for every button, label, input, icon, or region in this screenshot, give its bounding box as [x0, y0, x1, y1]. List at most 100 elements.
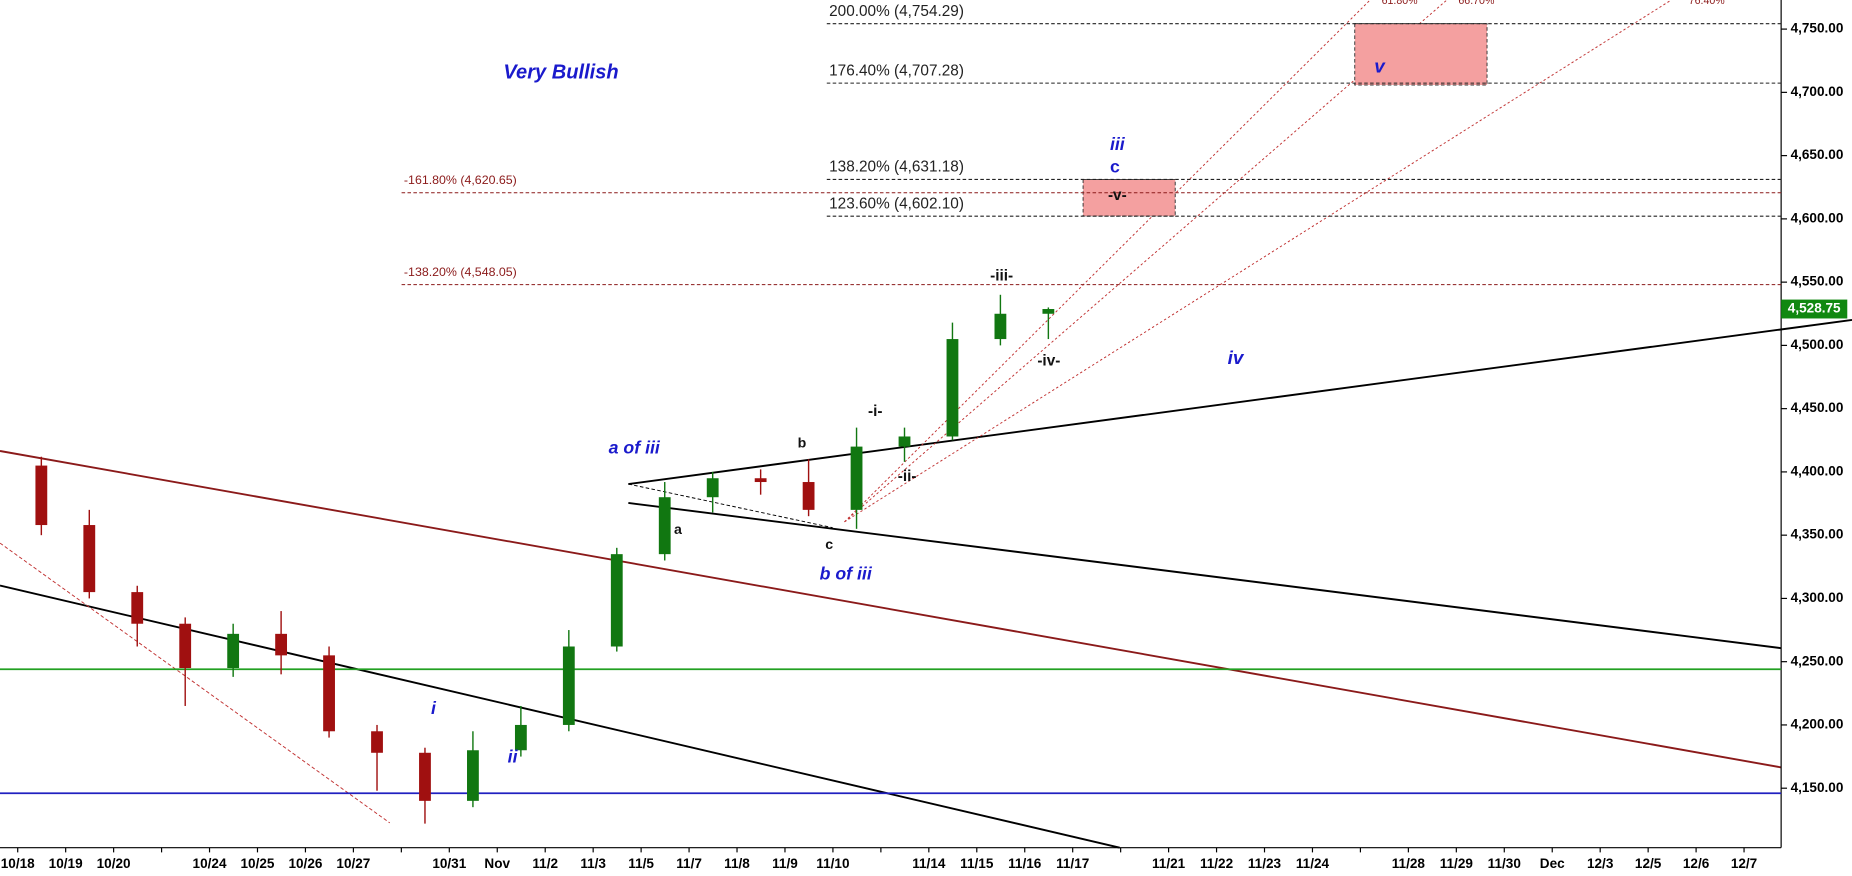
x-tick-label: 11/16: [1008, 856, 1042, 871]
wave-label: a of iii: [609, 437, 661, 457]
fib-label: -138.20% (4,548.05): [404, 265, 517, 279]
wave-label: c: [1110, 156, 1120, 176]
x-tick-label: 12/3: [1587, 856, 1614, 871]
x-tick-label: Nov: [484, 856, 510, 871]
wave-label: b of iii: [820, 564, 873, 584]
fib-label: 123.60% (4,602.10): [829, 195, 964, 212]
fan-label: 61.80%: [1382, 0, 1419, 7]
wave-label: a: [674, 522, 682, 538]
candle-body: [371, 731, 383, 753]
y-tick-label: 4,200.00: [1791, 717, 1844, 732]
x-tick-label: 11/15: [960, 856, 994, 871]
x-tick-label: 11/23: [1248, 856, 1282, 871]
x-tick-label: 11/10: [816, 856, 849, 871]
wave-label: iv: [1228, 348, 1245, 369]
candle-body: [35, 465, 48, 526]
y-tick-label: 4,550.00: [1791, 274, 1844, 289]
wave-label: -v-: [1108, 187, 1127, 204]
x-tick-label: 10/20: [97, 856, 131, 871]
fan-label: 66.70%: [1458, 0, 1495, 7]
x-tick-label: 11/22: [1200, 856, 1233, 871]
y-tick-label: 4,300.00: [1791, 590, 1844, 605]
y-tick-label: 4,650.00: [1791, 147, 1844, 162]
target-box: [1082, 178, 1176, 217]
x-tick-label: 11/3: [580, 856, 606, 871]
x-tick-label: 11/17: [1056, 856, 1089, 871]
candle-body: [227, 633, 240, 669]
trend-lines: [0, 0, 1852, 849]
candle-body: [754, 478, 767, 483]
y-tick-label: 4,500.00: [1791, 337, 1844, 352]
fan-line: [844, 0, 1672, 523]
x-tick-label: 10/19: [49, 856, 83, 871]
x-tick-label: 11/21: [1152, 856, 1186, 871]
y-tick-label: 4,250.00: [1791, 653, 1844, 668]
x-tick-label: 11/28: [1392, 856, 1426, 871]
trend-line: [0, 450, 1782, 769]
x-tick-label: 11/30: [1488, 856, 1521, 871]
fib-label: -161.80% (4,620.65): [404, 173, 517, 187]
candle-body: [131, 592, 144, 624]
y-tick-label: 4,450.00: [1791, 400, 1844, 415]
x-tick-label: 11/5: [628, 856, 654, 871]
x-tick-label: 11/24: [1296, 856, 1330, 871]
candle-body: [179, 623, 192, 669]
candle-body: [562, 646, 575, 725]
trend-line: [628, 483, 833, 529]
trend-line: [628, 319, 1852, 485]
x-tick-label: 10/25: [241, 856, 275, 871]
fib-label: 200.00% (4,754.29): [829, 3, 964, 20]
candle-body: [850, 446, 863, 510]
candle-body: [323, 655, 335, 732]
x-tick-label: 10/18: [1, 856, 35, 871]
wave-label: ii: [508, 747, 519, 767]
candle-body: [946, 339, 959, 437]
wave-label: -iv-: [1037, 352, 1060, 369]
y-tick-label: 4,700.00: [1791, 84, 1844, 99]
candle-body: [898, 436, 911, 447]
candle-body: [658, 497, 671, 555]
x-tick-label: 11/29: [1440, 856, 1474, 871]
candle-body: [514, 724, 527, 751]
trend-line: [628, 501, 1782, 650]
x-tick-label: 10/26: [288, 856, 322, 871]
y-tick-label: 4,600.00: [1791, 210, 1844, 225]
candle-body: [994, 313, 1007, 340]
x-tick-label: 11/7: [676, 856, 702, 871]
y-tick-label: 4,400.00: [1791, 463, 1844, 478]
x-tick-label: 12/7: [1731, 856, 1757, 871]
x-tick-label: 10/24: [193, 856, 227, 871]
x-tick-label: 10/31: [432, 856, 466, 871]
x-tick-label: Dec: [1540, 856, 1565, 871]
wave-label: -ii-: [898, 468, 917, 485]
fan-line: [844, 0, 1371, 523]
wave-label: c: [825, 537, 833, 553]
wave-label: i: [431, 698, 437, 718]
last-price-label: 4,528.75: [1788, 301, 1841, 316]
candle-body: [802, 482, 815, 510]
fan-line: [844, 0, 1448, 523]
last-price-tag: [1781, 299, 1848, 319]
candle-body: [1042, 309, 1055, 314]
y-tick-label: 4,350.00: [1791, 527, 1844, 542]
candle-body: [275, 633, 288, 656]
fib-label: 138.20% (4,631.18): [829, 159, 964, 176]
candle-body: [610, 554, 623, 647]
wave-label: b: [798, 436, 807, 452]
wave-label: v: [1374, 56, 1386, 77]
wave-label: -iii-: [990, 267, 1013, 284]
target-box: [1354, 23, 1488, 86]
candle-body: [467, 750, 479, 801]
wave-label: iii: [1110, 134, 1126, 154]
y-tick-label: 4,750.00: [1791, 21, 1844, 36]
candle-body: [83, 525, 96, 593]
x-tick-label: 11/9: [772, 856, 798, 871]
x-tick-label: 11/8: [724, 856, 750, 871]
x-tick-label: 12/5: [1635, 856, 1662, 871]
trend-line: [0, 542, 391, 824]
x-tick-label: 11/14: [912, 856, 946, 871]
candle-body: [419, 752, 431, 801]
wave-label: -i-: [868, 403, 882, 420]
x-tick-label: 10/27: [336, 856, 370, 871]
